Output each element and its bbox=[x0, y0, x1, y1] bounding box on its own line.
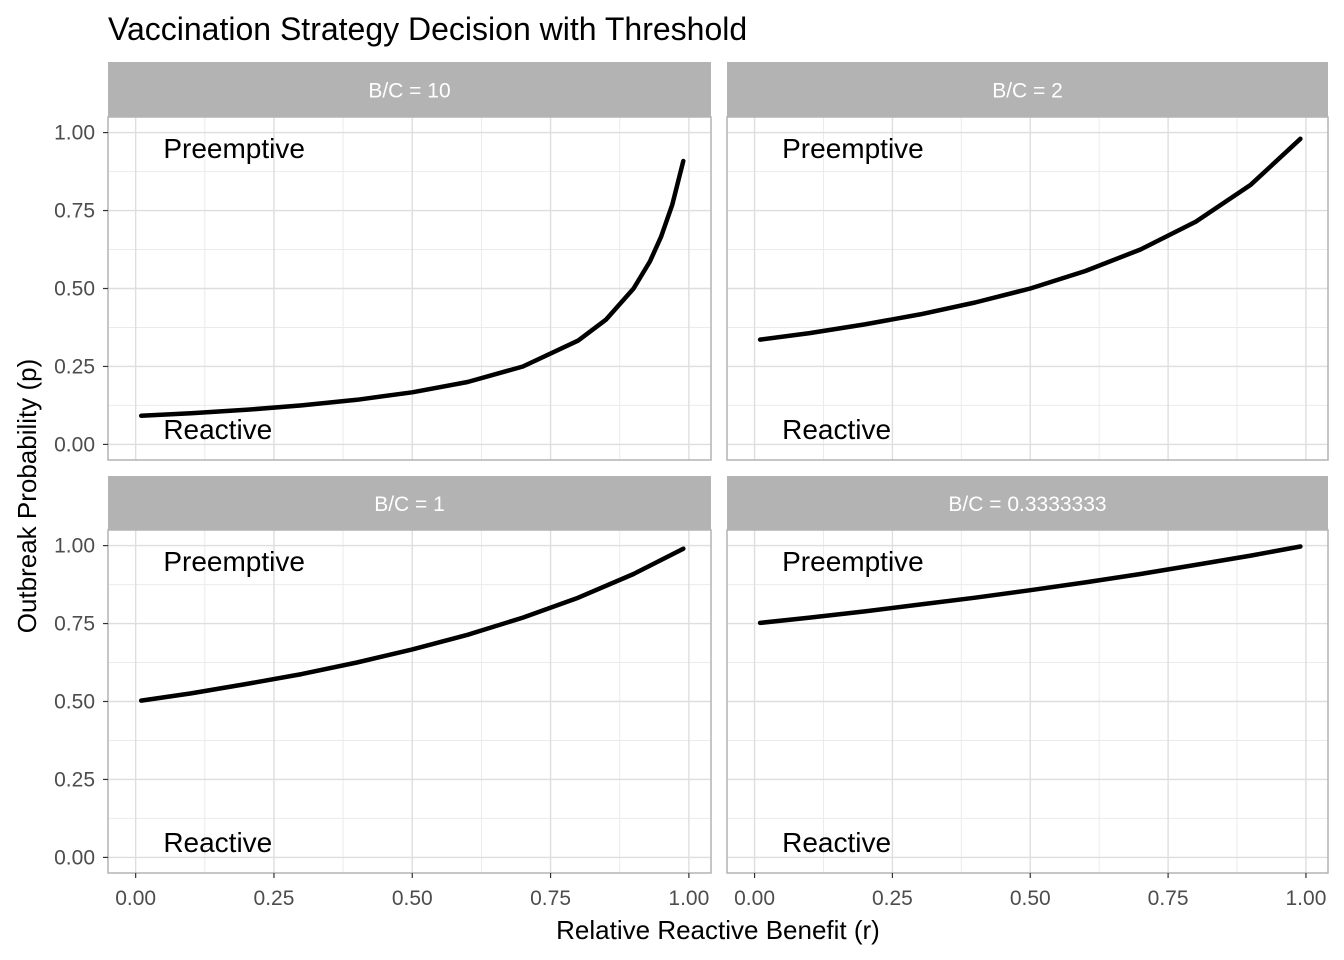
facet-strip bbox=[108, 62, 711, 117]
x-tick-label: 0.25 bbox=[872, 887, 913, 910]
y-tick-label: 0.25 bbox=[54, 768, 95, 791]
x-tick-label: 0.00 bbox=[734, 887, 775, 910]
annotation-preemptive: Preemptive bbox=[163, 546, 305, 577]
x-tick-label: 0.75 bbox=[530, 887, 571, 910]
threshold-curve bbox=[757, 136, 1303, 342]
x-tick-label: 1.00 bbox=[668, 887, 709, 910]
facet-panel-3: B/C = 1 0.00 0.25 0.50 0.75 1.00 0.00 0.25 0.50 0… bbox=[54, 476, 712, 910]
facet-panel-2: B/C = 2 Preemptive Reactive bbox=[726, 62, 1329, 461]
facet-strip-label: B/C = 0.3333333 bbox=[948, 493, 1106, 516]
threshold-curve bbox=[757, 544, 1303, 626]
x-tick-label: 1.00 bbox=[1286, 887, 1327, 910]
annotation-reactive: Reactive bbox=[163, 414, 272, 445]
y-tick-label: 0.50 bbox=[54, 278, 95, 301]
facet-strip-label: B/C = 10 bbox=[368, 80, 450, 103]
threshold-curve bbox=[138, 546, 686, 703]
chart-title: Vaccination Strategy Decision with Thres… bbox=[108, 11, 747, 47]
facet-panel-4: B/C = 0.3333333 0.00 0.25 0.50 0.75 1.00 Preem… bbox=[726, 476, 1329, 910]
annotation-preemptive: Preemptive bbox=[163, 133, 305, 164]
y-tick-label: 0.75 bbox=[54, 200, 95, 223]
y-axis-title: Outbreak Probability (p) bbox=[12, 359, 42, 634]
x-tick-label: 0.75 bbox=[1148, 887, 1189, 910]
x-tick-label: 0.25 bbox=[254, 887, 295, 910]
y-tick-label: 0.25 bbox=[54, 355, 95, 378]
y-tick-label: 1.00 bbox=[54, 122, 95, 145]
panel-border bbox=[726, 529, 1329, 874]
y-tick-label: 0.00 bbox=[54, 433, 95, 456]
annotation-reactive: Reactive bbox=[163, 827, 272, 858]
annotation-reactive: Reactive bbox=[782, 827, 891, 858]
facet-strip-label: B/C = 2 bbox=[992, 80, 1063, 103]
x-tick-label: 0.50 bbox=[1010, 887, 1051, 910]
threshold-curve bbox=[138, 158, 686, 418]
facet-strip bbox=[108, 476, 711, 530]
annotation-preemptive: Preemptive bbox=[782, 546, 924, 577]
x-axis-title: Relative Reactive Benefit (r) bbox=[556, 915, 880, 945]
facet-panels: B/C = 10 0.00 0.25 0.50 0.75 1.00 Preemptive Re… bbox=[54, 62, 1329, 910]
y-tick-label: 0.00 bbox=[54, 846, 95, 869]
facet-strip bbox=[727, 62, 1328, 117]
panel-border bbox=[726, 116, 1329, 461]
y-tick-label: 0.50 bbox=[54, 691, 95, 714]
facet-panel-1: B/C = 10 0.00 0.25 0.50 0.75 1.00 Preemptive Re… bbox=[54, 62, 712, 461]
annotation-preemptive: Preemptive bbox=[782, 133, 924, 164]
facet-strip bbox=[727, 476, 1328, 530]
x-tick-label: 0.00 bbox=[115, 887, 156, 910]
y-tick-label: 1.00 bbox=[54, 535, 95, 558]
annotation-reactive: Reactive bbox=[782, 414, 891, 445]
facet-strip-label: B/C = 1 bbox=[374, 493, 445, 516]
x-tick-label: 0.50 bbox=[392, 887, 433, 910]
y-tick-label: 0.75 bbox=[54, 613, 95, 636]
